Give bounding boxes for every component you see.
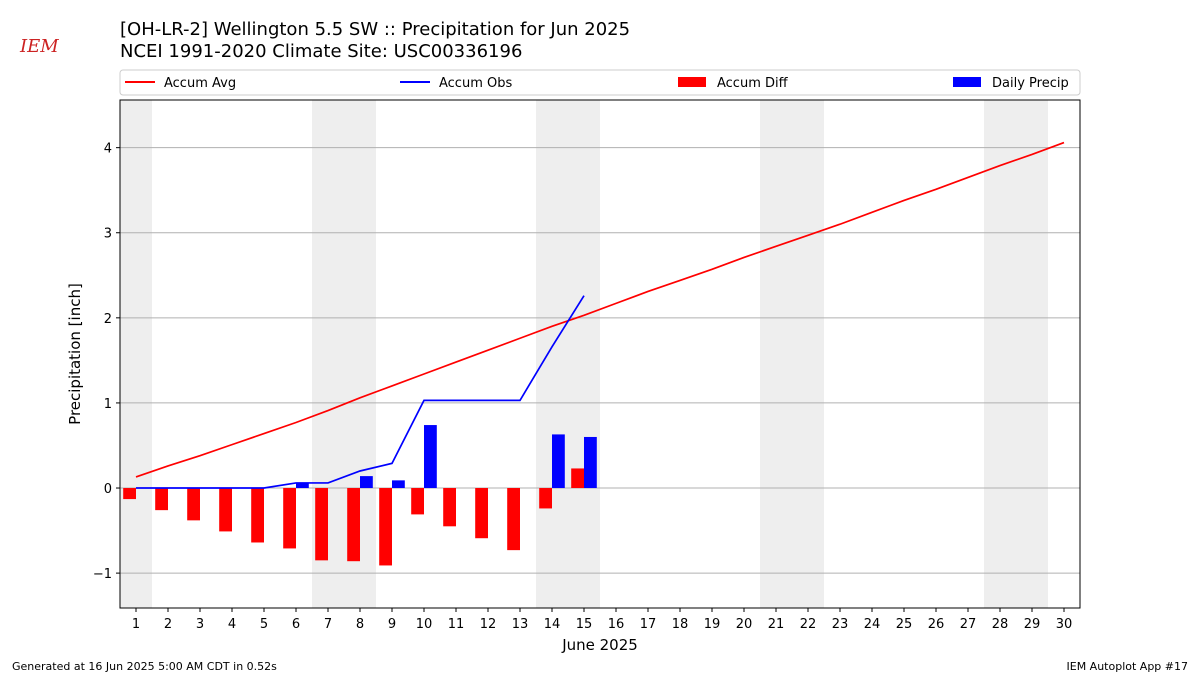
legend-label: Daily Precip [992,76,1069,91]
x-tick-label: 24 [864,617,881,632]
y-tick-label: 3 [104,227,112,242]
x-tick-label: 27 [960,617,977,632]
weekend-band [760,100,792,608]
weekend-band [1016,100,1048,608]
logo: IEM [19,36,59,57]
chart-subtitle: NCEI 1991-2020 Climate Site: USC00336196 [120,41,522,62]
bar [347,488,360,562]
chart-title: [OH-LR-2] Wellington 5.5 SW :: Precipita… [120,19,630,40]
bar [411,488,424,515]
y-tick-label: 0 [104,482,112,497]
bar [507,488,520,551]
y-tick-label: 1 [104,397,112,412]
x-tick-label: 1 [132,617,140,632]
weekend-band [984,100,1016,608]
legend-swatch [953,77,981,87]
bar [187,488,200,521]
x-tick-label: 15 [576,617,593,632]
bar [379,488,392,566]
bar [475,488,488,539]
bar [123,488,136,500]
x-tick-label: 25 [896,617,913,632]
bar [251,488,264,543]
bar [155,488,168,511]
bar [360,476,373,489]
footer-right: IEM Autoplot App #17 [1067,660,1189,673]
bar [424,425,437,489]
bar [539,488,552,509]
bar [392,480,405,489]
x-tick-label: 28 [992,617,1009,632]
x-tick-label: 13 [512,617,529,632]
x-tick-label: 29 [1024,617,1041,632]
x-tick-label: 6 [292,617,300,632]
bar [315,488,328,561]
weekend-band [568,100,600,608]
x-tick-label: 4 [228,617,236,632]
x-tick-label: 21 [768,617,785,632]
x-tick-label: 2 [164,617,172,632]
bar [296,482,309,489]
y-axis-label: Precipitation [inch] [66,283,84,425]
line [136,295,585,489]
legend-label: Accum Obs [439,76,512,91]
x-tick-label: 11 [448,617,465,632]
x-tick-label: 19 [704,617,721,632]
legend-label: Accum Avg [164,76,236,91]
x-tick-label: 30 [1056,617,1073,632]
line [135,141,1065,478]
y-tick-label: −1 [93,567,112,582]
x-tick-label: 17 [640,617,657,632]
x-tick-label: 7 [324,617,332,632]
x-tick-label: 20 [736,617,753,632]
x-tick-label: 16 [608,617,625,632]
x-tick-label: 12 [480,617,497,632]
weekend-band [120,100,152,608]
x-tick-label: 18 [672,617,689,632]
y-tick-label: 4 [104,142,112,157]
x-tick-label: 26 [928,617,945,632]
plot-frame [119,99,1081,609]
bar [443,488,456,527]
x-tick-label: 8 [356,617,364,632]
x-tick-label: 14 [544,617,561,632]
bar [219,488,232,532]
footer-left: Generated at 16 Jun 2025 5:00 AM CDT in … [12,660,277,673]
x-tick-label: 5 [260,617,268,632]
x-tick-label: 9 [388,617,396,632]
bar [584,436,597,489]
bar [283,488,296,549]
bar [552,434,565,489]
x-tick-label: 3 [196,617,204,632]
x-axis-label: June 2025 [561,636,638,654]
x-tick-label: 22 [800,617,817,632]
legend-label: Accum Diff [717,76,789,91]
weekend-band [792,100,824,608]
y-tick-label: 2 [104,312,112,327]
legend-box [119,69,1081,96]
x-tick-label: 23 [832,617,849,632]
weekend-band [536,100,568,608]
x-tick-label: 10 [416,617,433,632]
bar [571,468,584,489]
legend-swatch [678,77,706,87]
